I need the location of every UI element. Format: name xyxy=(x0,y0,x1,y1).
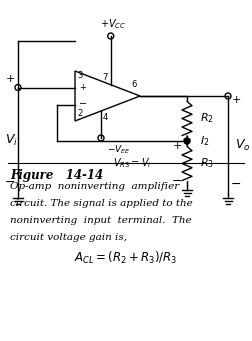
Text: $R_2$: $R_2$ xyxy=(200,112,214,125)
Text: circuit. The signal is applied to the: circuit. The signal is applied to the xyxy=(10,199,193,208)
Text: $V_{R3} = V_i$: $V_{R3} = V_i$ xyxy=(113,157,151,170)
Text: $A_{CL} = (R_2 + R_3)/R_3$: $A_{CL} = (R_2 + R_3)/R_3$ xyxy=(74,250,178,266)
Text: 7: 7 xyxy=(102,73,108,82)
Text: noninverting  input  terminal.  The: noninverting input terminal. The xyxy=(10,216,192,225)
Text: 3: 3 xyxy=(77,72,82,80)
Circle shape xyxy=(184,138,190,144)
Text: 2: 2 xyxy=(77,109,82,119)
Text: −: − xyxy=(172,175,182,188)
Text: $V_o$: $V_o$ xyxy=(235,137,251,152)
Text: +: + xyxy=(231,95,241,105)
Text: 6: 6 xyxy=(132,80,137,89)
Text: circuit voltage gain is,: circuit voltage gain is, xyxy=(10,233,127,242)
Text: +: + xyxy=(172,141,182,151)
Text: 4: 4 xyxy=(103,113,108,122)
Text: $I_2$: $I_2$ xyxy=(200,134,209,148)
Text: −: − xyxy=(79,100,87,109)
Text: $+V_{CC}$: $+V_{CC}$ xyxy=(100,17,126,31)
Text: +: + xyxy=(80,83,86,92)
Text: −: − xyxy=(231,178,241,191)
Text: −: − xyxy=(5,176,15,189)
Text: Figure   14-14: Figure 14-14 xyxy=(10,169,103,182)
Text: Op-amp  noninverting  amplifier: Op-amp noninverting amplifier xyxy=(10,182,179,191)
Text: $R_3$: $R_3$ xyxy=(200,157,214,170)
Text: +: + xyxy=(5,74,15,85)
Text: $V_i$: $V_i$ xyxy=(5,133,18,148)
Text: $-V_{EE}$: $-V_{EE}$ xyxy=(107,143,131,155)
